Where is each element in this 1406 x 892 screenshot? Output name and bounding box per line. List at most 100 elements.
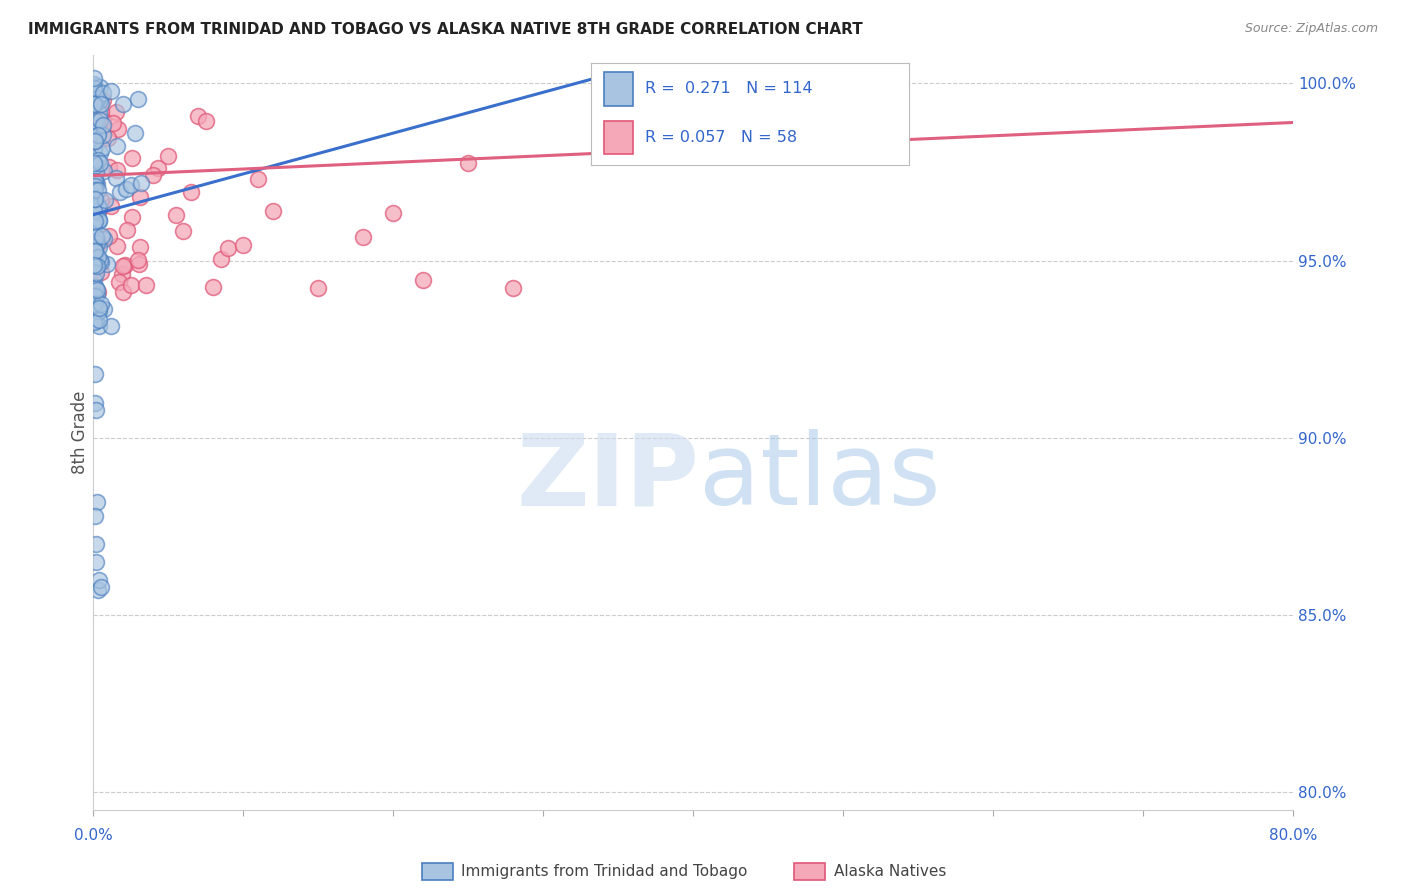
Point bbox=[86, 128, 108, 142]
Point bbox=[194, 114, 217, 128]
Point bbox=[98, 228, 121, 243]
Point bbox=[83, 219, 105, 233]
Point bbox=[93, 163, 115, 178]
Point bbox=[111, 267, 134, 281]
Point bbox=[86, 287, 108, 301]
Point bbox=[105, 162, 128, 177]
Point bbox=[83, 142, 105, 156]
Point bbox=[87, 153, 110, 167]
Point bbox=[87, 210, 110, 224]
Point bbox=[86, 260, 108, 274]
Point bbox=[90, 297, 112, 311]
Point bbox=[84, 279, 107, 293]
Point bbox=[83, 273, 105, 287]
Point bbox=[84, 88, 107, 103]
Point bbox=[83, 178, 105, 193]
Point bbox=[93, 118, 115, 132]
Point bbox=[89, 201, 111, 215]
Point bbox=[131, 176, 153, 190]
Point bbox=[117, 223, 139, 237]
Point bbox=[202, 280, 225, 294]
Point bbox=[89, 212, 111, 227]
Text: Immigrants from Trinidad and Tobago: Immigrants from Trinidad and Tobago bbox=[461, 864, 748, 879]
Point bbox=[120, 178, 142, 193]
Point bbox=[105, 239, 128, 253]
Point bbox=[84, 289, 107, 303]
Point bbox=[112, 285, 135, 299]
Point bbox=[107, 122, 129, 136]
Point bbox=[87, 254, 110, 268]
Text: atlas: atlas bbox=[699, 429, 941, 526]
Point bbox=[83, 97, 105, 112]
Point bbox=[84, 192, 107, 206]
Point bbox=[87, 106, 110, 120]
Point bbox=[100, 84, 122, 98]
Point bbox=[83, 85, 105, 99]
Point bbox=[84, 395, 107, 409]
Point bbox=[129, 190, 152, 204]
Point bbox=[91, 93, 114, 107]
Point bbox=[84, 281, 107, 295]
Point bbox=[307, 281, 329, 295]
Point bbox=[262, 203, 284, 218]
Point bbox=[115, 181, 138, 195]
Point bbox=[89, 573, 111, 587]
Point bbox=[83, 155, 105, 169]
Point bbox=[83, 95, 105, 110]
Point bbox=[83, 77, 105, 91]
Point bbox=[83, 294, 105, 309]
Point bbox=[111, 259, 134, 273]
Point bbox=[83, 297, 105, 311]
Point bbox=[232, 238, 254, 252]
Point bbox=[87, 91, 110, 105]
Point bbox=[124, 126, 146, 140]
Point bbox=[86, 314, 108, 328]
Point bbox=[89, 301, 111, 315]
Point bbox=[87, 303, 110, 318]
Point bbox=[502, 281, 524, 295]
Point bbox=[86, 402, 108, 417]
Point bbox=[84, 266, 107, 280]
Point bbox=[101, 115, 124, 129]
Point bbox=[89, 112, 111, 127]
Text: ZIP: ZIP bbox=[516, 429, 699, 526]
Point bbox=[83, 192, 105, 206]
Point bbox=[89, 146, 111, 161]
Point bbox=[105, 139, 128, 153]
Point bbox=[83, 97, 105, 112]
Text: IMMIGRANTS FROM TRINIDAD AND TOBAGO VS ALASKA NATIVE 8TH GRADE CORRELATION CHART: IMMIGRANTS FROM TRINIDAD AND TOBAGO VS A… bbox=[28, 22, 863, 37]
Point bbox=[90, 96, 112, 111]
Point bbox=[93, 232, 115, 246]
Point bbox=[86, 236, 108, 251]
Point bbox=[89, 313, 111, 327]
Point bbox=[127, 253, 149, 268]
Point bbox=[83, 79, 105, 94]
Point bbox=[84, 175, 107, 189]
Point bbox=[129, 240, 152, 254]
Point bbox=[89, 156, 111, 170]
Point bbox=[87, 202, 110, 216]
Point bbox=[87, 214, 110, 228]
Point bbox=[105, 104, 128, 119]
Point bbox=[89, 202, 111, 216]
Point bbox=[382, 205, 405, 219]
Point bbox=[83, 213, 105, 227]
Point bbox=[90, 141, 112, 155]
Point bbox=[412, 273, 434, 287]
Point bbox=[83, 134, 105, 148]
Point bbox=[84, 300, 107, 314]
Text: 0.0%: 0.0% bbox=[75, 828, 112, 843]
Point bbox=[87, 236, 110, 251]
Point bbox=[83, 244, 105, 258]
Point bbox=[87, 199, 110, 213]
Point bbox=[83, 71, 105, 86]
Point bbox=[90, 580, 112, 594]
Point bbox=[180, 186, 202, 200]
Point bbox=[89, 93, 111, 107]
Point bbox=[86, 164, 108, 178]
Point bbox=[457, 156, 479, 170]
Point bbox=[90, 104, 112, 119]
Point bbox=[84, 508, 107, 523]
Point bbox=[91, 119, 114, 133]
Point bbox=[83, 177, 105, 191]
